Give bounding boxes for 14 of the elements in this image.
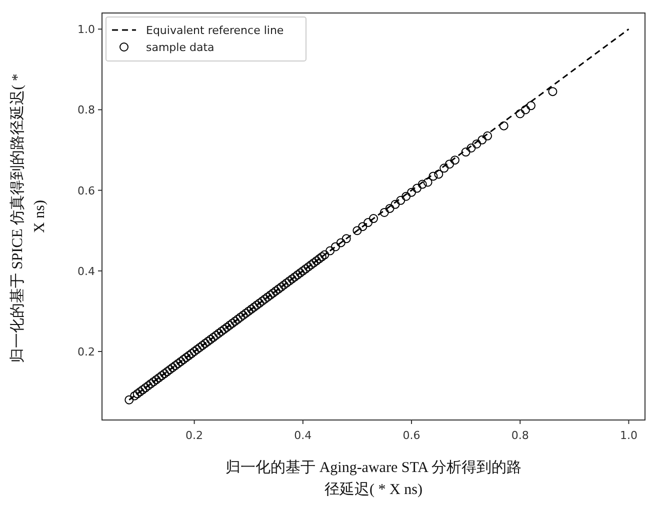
y-tick-label: 0.4 (78, 264, 95, 278)
legend-label: Equivalent reference line (146, 24, 284, 37)
y-tick-label: 1.0 (78, 23, 95, 36)
x-axis-title: 归一化的基于 Aging-aware STA 分析得到的路径延迟( * X ns) (226, 459, 522, 498)
x-tick-label: 0.6 (402, 429, 420, 442)
y-axis-title: 归一化的基于 SPICE 仿真得到的路径延迟( * X ns) (9, 70, 48, 364)
y-tick-label: 0.2 (78, 345, 95, 358)
legend-label: sample data (146, 41, 214, 54)
y-tick-label: 0.6 (78, 184, 95, 198)
x-tick-label: 1.0 (620, 429, 638, 442)
x-tick-label: 0.2 (186, 429, 204, 442)
y-tick-label: 0.8 (78, 104, 95, 117)
x-tick-label: 0.4 (294, 429, 312, 442)
x-tick-label: 0.8 (511, 429, 529, 442)
